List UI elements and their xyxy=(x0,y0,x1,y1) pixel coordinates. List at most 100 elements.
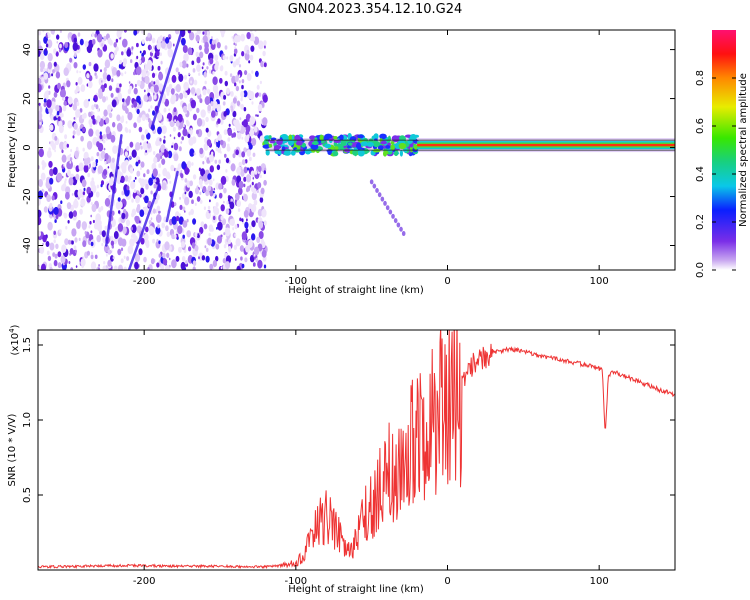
noise-speck xyxy=(138,59,142,65)
noise-speck xyxy=(262,117,268,126)
noise-speck xyxy=(162,258,168,266)
signal-band-core xyxy=(417,143,675,147)
noise-speck xyxy=(215,60,220,67)
noise-speck xyxy=(176,215,180,222)
noise-speck xyxy=(95,104,99,110)
noise-speck xyxy=(38,111,43,121)
noise-speck xyxy=(46,194,51,203)
noise-speck xyxy=(188,31,195,41)
noise-speck xyxy=(218,266,223,270)
noise-speck xyxy=(241,159,246,166)
noise-speck xyxy=(182,45,188,53)
noise-speck xyxy=(69,57,73,63)
noise-speck xyxy=(40,52,45,61)
x-tick-label: -200 xyxy=(133,276,156,287)
noise-speck xyxy=(70,267,74,270)
signal-blob xyxy=(265,149,270,156)
noise-speck xyxy=(145,226,149,233)
noise-speck xyxy=(111,210,115,216)
noise-speck xyxy=(69,248,74,255)
noise-speck xyxy=(235,149,239,156)
noise-speck xyxy=(201,255,206,261)
noise-speck xyxy=(193,152,196,156)
noise-speck xyxy=(148,65,152,72)
signal-blob xyxy=(379,133,387,140)
noise-speck xyxy=(179,61,183,68)
signal-blob xyxy=(328,138,334,141)
noise-speck xyxy=(88,61,92,67)
noise-speck xyxy=(50,101,56,110)
noise-speck xyxy=(59,43,62,49)
noise-speck xyxy=(226,87,230,95)
noise-streak xyxy=(150,30,184,130)
noise-speck xyxy=(262,94,268,103)
noise-speck xyxy=(113,42,117,48)
noise-speck xyxy=(123,266,127,270)
noise-speck xyxy=(241,79,245,84)
noise-speck xyxy=(184,178,188,183)
noise-speck xyxy=(240,33,246,42)
noise-speck xyxy=(205,127,209,133)
noise-speck xyxy=(88,225,91,229)
signal-blob xyxy=(398,142,407,150)
noise-speck xyxy=(179,213,181,216)
noise-speck xyxy=(38,230,41,237)
noise-speck xyxy=(102,133,106,140)
noise-speck xyxy=(124,71,127,75)
signal-blob xyxy=(387,135,391,143)
noise-speck xyxy=(145,117,148,121)
noise-speck xyxy=(151,49,154,53)
noise-speck xyxy=(97,108,100,113)
noise-speck xyxy=(217,118,221,124)
noise-speck xyxy=(171,145,174,149)
noise-speck xyxy=(217,133,222,141)
snr-x-ticks: -200 -100 0 100 xyxy=(133,330,609,587)
noise-speck xyxy=(96,152,100,157)
noise-speck xyxy=(97,165,103,174)
noise-speck xyxy=(158,173,161,178)
noise-speck xyxy=(111,78,114,83)
noise-speck xyxy=(101,80,103,83)
noise-speck xyxy=(209,69,212,74)
noise-speck xyxy=(150,80,154,85)
noise-speck xyxy=(43,36,48,44)
noise-speck xyxy=(83,164,89,173)
noise-speck xyxy=(196,56,201,64)
noise-speck xyxy=(241,151,246,158)
noise-speck xyxy=(263,264,267,269)
noise-speck xyxy=(123,101,126,106)
spectrogram-frame xyxy=(37,29,676,271)
signal-blob xyxy=(360,141,368,147)
noise-speck xyxy=(116,70,121,77)
noise-speck xyxy=(187,47,193,56)
noise-speck xyxy=(220,215,224,221)
signal-blob xyxy=(413,144,419,150)
noise-speck xyxy=(91,104,95,111)
noise-speck xyxy=(236,132,242,140)
y-tick-label: 1.5 xyxy=(22,337,33,353)
noise-speck xyxy=(203,143,209,151)
noise-speck xyxy=(146,169,150,175)
noise-speck xyxy=(194,232,198,237)
noise-speck xyxy=(100,206,104,211)
noise-speck xyxy=(134,261,139,270)
noise-speck xyxy=(196,233,200,239)
noise-speck xyxy=(181,256,186,262)
noise-speck xyxy=(241,263,245,269)
noise-speck xyxy=(233,128,236,131)
noise-speck xyxy=(232,110,237,118)
noise-speck xyxy=(89,220,92,225)
noise-speck xyxy=(63,164,65,167)
noise-speck xyxy=(256,189,259,194)
noise-speck xyxy=(121,115,124,120)
noise-speck xyxy=(255,114,257,117)
noise-speck xyxy=(129,175,132,180)
noise-speck xyxy=(46,250,50,256)
noise-speck xyxy=(133,179,135,183)
noise-speck xyxy=(182,128,188,137)
noise-speck xyxy=(140,161,145,168)
noise-speck xyxy=(83,99,90,109)
noise-speck xyxy=(95,159,99,164)
noise-speck xyxy=(160,40,166,49)
noise-speck xyxy=(192,266,196,270)
